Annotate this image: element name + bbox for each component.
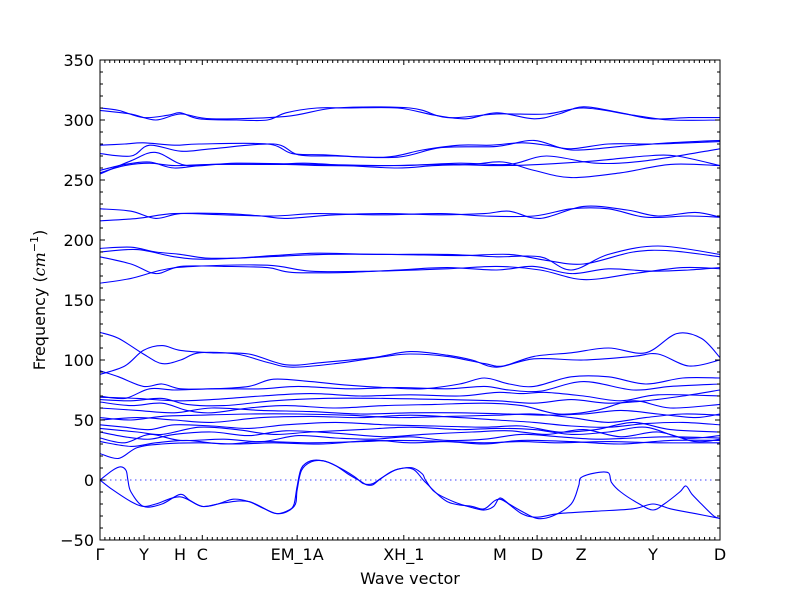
band-line-27	[99, 433, 721, 444]
x-axis-label: Wave vector	[360, 569, 460, 588]
x-tick-label: D	[531, 545, 543, 564]
band-line-26	[99, 429, 721, 443]
band-line-5	[99, 161, 721, 179]
band-line-24	[99, 421, 721, 433]
x-tick-label: Y	[138, 545, 149, 564]
y-axis-ticks: −50 0 50 100 150 200 250 300 350	[60, 51, 720, 550]
y-tick-label: 150	[63, 291, 94, 310]
x-tick-label: Y	[647, 545, 658, 564]
x-tick-label: D	[714, 545, 726, 564]
band-line-15	[99, 345, 721, 375]
band-line-31	[99, 459, 721, 519]
y-tick-label: −50	[60, 531, 94, 550]
y-tick-label: 250	[63, 171, 94, 190]
band-line-3	[99, 141, 721, 158]
x-tick-label: C	[197, 545, 208, 564]
band-lines-group	[99, 106, 721, 520]
band-line-22	[99, 413, 721, 423]
x-tick-label: EM_1A	[271, 545, 324, 565]
y-axis-label-main: Frequency (	[30, 276, 49, 370]
band-line-13	[99, 264, 721, 284]
band-line-9	[99, 207, 721, 222]
y-tick-label: 300	[63, 111, 94, 130]
band-line-11	[99, 248, 721, 265]
band-line-14	[99, 331, 721, 368]
y-tick-label: 100	[63, 351, 94, 370]
x-tick-label: XH_1	[383, 545, 424, 565]
band-line-21	[99, 407, 721, 419]
band-line-16	[99, 370, 721, 390]
band-line-19	[99, 389, 721, 407]
band-line-18	[99, 391, 721, 402]
band-line-29	[99, 439, 721, 460]
y-tick-label: 0	[84, 471, 94, 490]
x-tick-label: Z	[576, 545, 587, 564]
band-line-6	[99, 154, 721, 174]
y-axis-label-unit: cm	[30, 252, 49, 276]
band-line-8	[99, 205, 721, 219]
y-tick-label: 200	[63, 231, 94, 250]
band-line-7	[99, 148, 721, 175]
y-axis-label-exp: −1	[28, 236, 41, 252]
x-axis-ticks: Γ Y H C EM_1A XH_1 M D Z Y D	[96, 60, 726, 565]
x-tick-label: H	[174, 545, 186, 564]
y-axis-label: Frequency (cm−1)	[28, 230, 49, 371]
x-tick-label: Γ	[96, 545, 105, 564]
band-line-17	[99, 381, 721, 400]
band-line-4	[99, 139, 721, 159]
band-line-25	[99, 426, 721, 439]
plot-frame	[99, 59, 721, 541]
band-line-2	[99, 106, 721, 121]
band-line-23	[99, 414, 721, 428]
y-axis-label-close: )	[30, 230, 49, 236]
y-tick-label: 350	[63, 51, 94, 70]
band-line-1	[99, 106, 721, 122]
x-tick-label: M	[493, 545, 507, 564]
band-line-20	[99, 400, 721, 415]
y-tick-label: 50	[74, 411, 94, 430]
